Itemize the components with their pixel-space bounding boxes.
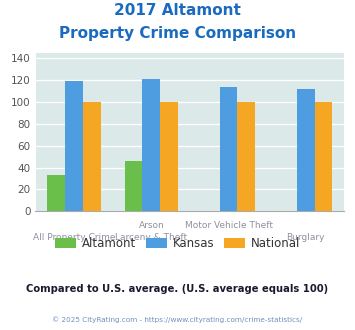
Text: Larceny & Theft: Larceny & Theft <box>115 233 187 242</box>
Text: 2017 Altamont: 2017 Altamont <box>114 3 241 18</box>
Text: © 2025 CityRating.com - https://www.cityrating.com/crime-statistics/: © 2025 CityRating.com - https://www.city… <box>53 317 302 323</box>
Bar <box>142 79 160 211</box>
Text: Property Crime Comparison: Property Crime Comparison <box>59 26 296 41</box>
Bar <box>65 81 83 211</box>
Text: Arson: Arson <box>138 221 164 230</box>
Bar <box>125 161 142 211</box>
Bar <box>160 102 178 211</box>
Bar <box>83 102 101 211</box>
Legend: Altamont, Kansas, National: Altamont, Kansas, National <box>50 232 305 255</box>
Text: Burglary: Burglary <box>286 233 325 242</box>
Bar <box>48 175 65 211</box>
Text: Compared to U.S. average. (U.S. average equals 100): Compared to U.S. average. (U.S. average … <box>26 284 329 294</box>
Text: All Property Crime: All Property Crime <box>33 233 115 242</box>
Bar <box>297 89 315 211</box>
Bar <box>237 102 255 211</box>
Bar <box>315 102 332 211</box>
Text: Motor Vehicle Theft: Motor Vehicle Theft <box>185 221 273 230</box>
Bar <box>220 87 237 211</box>
